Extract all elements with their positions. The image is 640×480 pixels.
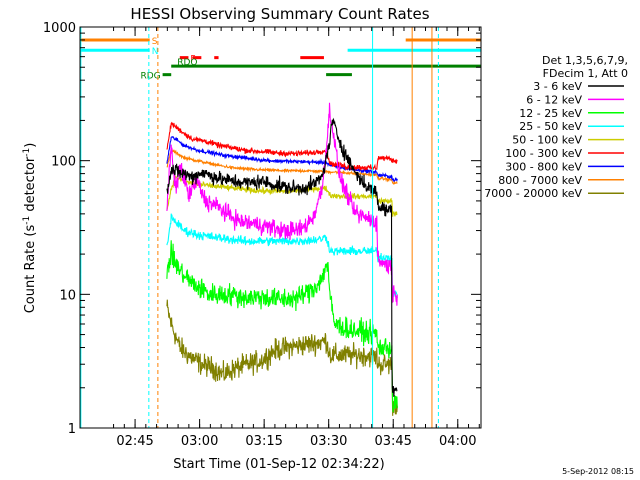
series-line-8 — [166, 299, 398, 416]
flag-label-rdg: RDG — [140, 72, 160, 82]
x-tick-label: 03:15 — [245, 434, 282, 449]
plot-axes: 1 10 100 1000 02:45 03:00 03:15 03:30 03:45 04:00 — [43, 21, 482, 449]
series-line-7 — [166, 147, 398, 185]
x-tick-label: 03:00 — [181, 434, 218, 449]
legend: Det 1,3,5,6,7,9,FDecim 1, Att 03 - 6 keV… — [484, 54, 628, 200]
chart-title: HESSI Observing Summary Count Rates — [130, 5, 429, 23]
legend-header-1: Det 1,3,5,6,7,9, — [542, 54, 628, 67]
legend-entry-label: 7000 - 20000 keV — [484, 187, 582, 200]
y-tick-label: 1 — [68, 422, 76, 437]
plot-vertical-lines — [80, 27, 439, 428]
plot-frame — [79, 26, 482, 429]
series-line-0 — [166, 117, 398, 397]
svg-text:Count Rate (s-1 detector-1): Count Rate (s-1 detector-1) — [22, 143, 38, 314]
flag-label-rdo: RDO — [177, 58, 197, 68]
x-tick-label: 03:30 — [310, 434, 347, 449]
legend-entry-label: 3 - 6 keV — [533, 80, 582, 93]
series-line-5 — [166, 121, 398, 172]
series-line-4 — [166, 175, 398, 218]
flag-label-n: N — [152, 47, 159, 57]
x-axis-label: Start Time (01-Sep-12 02:34:22) — [173, 457, 384, 472]
flag-label-s: S — [152, 37, 158, 47]
legend-entry-label: 50 - 100 keV — [512, 134, 582, 147]
plot-series — [166, 102, 398, 416]
x-tick-label: 04:00 — [439, 434, 476, 449]
legend-header-2: FDecim 1, Att 0 — [543, 67, 628, 80]
legend-entry-label: 300 - 800 keV — [505, 160, 582, 173]
footer-date: 5-Sep-2012 08:15 — [562, 467, 634, 476]
series-line-6 — [166, 135, 398, 182]
y-axis-label: Count Rate (s-1 detector-1) — [22, 143, 38, 314]
legend-entry-label: 6 - 12 keV — [526, 93, 582, 106]
series-line-1 — [166, 102, 398, 306]
x-tick-label: 03:45 — [374, 434, 411, 449]
flag-label-f: F — [190, 55, 195, 65]
legend-entry-label: 25 - 50 keV — [519, 120, 582, 133]
y-tick-label: 100 — [51, 155, 76, 170]
y-tick-label: 10 — [59, 288, 76, 303]
legend-entry-label: 800 - 7000 keV — [498, 174, 582, 187]
y-tick-label: 1000 — [43, 21, 76, 36]
x-tick-label: 02:45 — [116, 434, 153, 449]
series-line-2 — [166, 240, 398, 413]
legend-entry-label: 12 - 25 keV — [519, 107, 582, 120]
series-line-3 — [166, 213, 398, 299]
legend-entry-label: 100 - 300 keV — [505, 147, 582, 160]
